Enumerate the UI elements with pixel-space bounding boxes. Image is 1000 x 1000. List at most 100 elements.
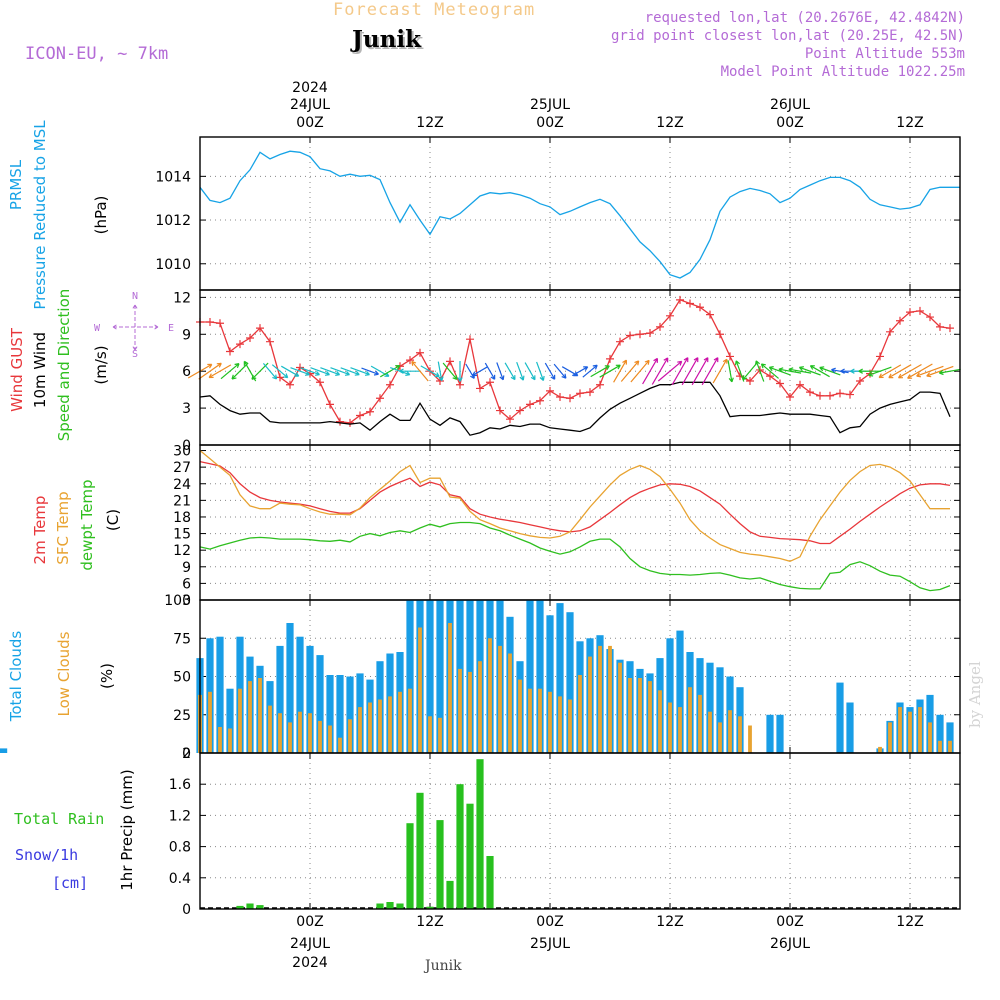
y-tick-label: 3 [182,401,191,417]
gust-marker [926,313,934,322]
gust-marker [326,400,334,409]
gust-marker [576,389,584,398]
bar-total-rain [416,792,424,909]
gust-marker [246,333,254,342]
wind-direction-arrow [231,362,249,380]
wind-direction-arrow [504,362,516,381]
gust-marker [636,330,644,339]
temp-2m-label: 2m Temp [31,496,49,565]
bar-total-clouds [346,676,354,753]
clouds-unit-label: (%) [98,663,116,689]
time-hour: 00Z [296,115,323,131]
location-title: Junik [352,26,421,53]
series-line-10m-wind [199,381,951,436]
pressure-desc-label: Pressure Reduced to MSL [31,120,49,310]
bar-total-clouds [556,603,564,753]
y-tick-label: 9 [182,327,191,343]
bar-low-clouds [678,707,682,753]
gust-marker [456,380,464,389]
gust-marker [386,380,394,389]
time-hour: 12Z [896,115,923,131]
point-altitude: Point Altitude 553m [804,46,965,62]
wind-direction-arrow [370,365,390,377]
model-label: ICON-EU, ~ 7km [25,44,169,64]
bar-total-clouds [306,645,314,753]
gust-marker [806,388,814,397]
y-tick-label: 21 [173,493,191,509]
bar-low-clouds [318,720,322,753]
bar-total-rain [436,820,444,909]
series-line-wind-gust [200,299,951,424]
gust-marker [486,378,494,387]
wind-direction-arrow [496,362,505,381]
gust-marker [906,308,914,317]
wind-direction-arrow [340,367,360,376]
wind-direction-arrow [613,359,627,383]
gust-marker [266,337,274,346]
bar-low-clouds [598,645,602,753]
time-hour: 00Z [536,115,563,131]
model-altitude: Model Point Altitude 1022.25m [720,64,965,80]
bar-total-clouds [536,600,544,753]
time-hour: 12Z [896,914,923,930]
bar-total-clouds [666,638,674,754]
bar-low-clouds [608,645,612,753]
bottom-time-label: 00Z 26JUL [770,914,810,952]
bottom-time-label: 12Z [416,914,443,930]
gust-marker [276,373,284,382]
bar-low-clouds [668,702,672,753]
gust-marker [366,407,374,416]
bottom-time-label: 00Z 24JUL 2024 [290,914,330,971]
bar-total-clouds [946,722,954,753]
wind-direction-arrow [691,357,709,386]
bar-low-clouds [638,678,642,753]
wind-direction-arrow [350,367,370,376]
bar-low-clouds [708,711,712,753]
bar-low-clouds [478,661,482,753]
gust-marker [406,356,414,365]
wind-direction-arrow [858,368,882,374]
bar-low-clouds [248,681,252,753]
wind-direction-arrow [544,362,556,380]
wind-direction-arrow [484,362,496,380]
y-tick-label: 30 [173,444,191,460]
bar-total-rain [376,903,384,909]
gust-marker [506,415,514,424]
bar-low-clouds [348,719,352,753]
bar-low-clouds [378,699,382,753]
gust-marker [936,322,944,331]
bar-low-clouds [408,688,412,753]
bar-total-rain [466,803,474,909]
bar-low-clouds [428,716,432,753]
gust-marker [346,418,354,427]
gust-marker [826,391,834,400]
series-line-2m-temp [199,460,951,545]
wind-direction-arrow [888,364,912,379]
gust-marker [626,331,634,340]
wind-direction-arrow [681,357,699,386]
y-tick-label: 1.6 [169,777,191,793]
compass-east: E [168,323,174,334]
y-tick-label: 15 [173,527,191,543]
requested-coordinates: requested lon,lat (20.2676E, 42.4842N) [644,10,965,26]
gust-marker [856,377,864,386]
y-tick-label: 100 [164,593,191,609]
wind-direction-arrow [271,364,289,379]
wind-direction-arrow [651,357,669,385]
bar-low-clouds [748,725,752,753]
time-date: 24JUL [290,936,330,952]
gust-label: Wind GUST [8,327,26,412]
y-tick-label: 0 [182,746,191,762]
y-tick-label: 1012 [155,213,191,229]
gust-marker [446,357,454,366]
gust-marker [726,352,734,361]
panel-wind: 0 3 6 9 12 [173,289,961,454]
bar-low-clouds [738,716,742,753]
gust-marker [656,322,664,331]
panel-precip: 0 0.4 0.8 1.2 1.6 2 [169,746,961,918]
panel-frame [199,444,961,601]
bar-total-clouds [226,688,234,753]
gust-marker [206,317,214,326]
bar-low-clouds [398,691,402,753]
